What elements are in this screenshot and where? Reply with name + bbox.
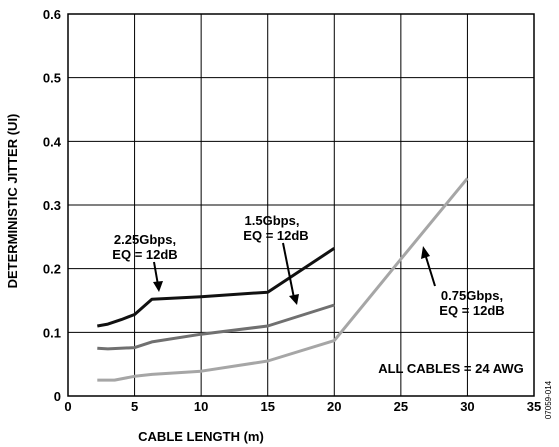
x-axis-title: CABLE LENGTH (m) [138, 429, 264, 444]
series-lines [97, 177, 469, 382]
arrowhead-2-25gbps [153, 281, 163, 292]
annotation-arrows [153, 242, 436, 305]
arrow-1-5gbps [282, 242, 295, 299]
x-tick-label: 35 [527, 399, 541, 414]
x-tick-label: 25 [394, 399, 408, 414]
arrow-0-75gbps [425, 256, 436, 287]
label-line-2: EQ = 12dB [243, 228, 308, 243]
arrow-2-25gbps [153, 261, 159, 286]
series-label-0-75gbps: 0.75Gbps, EQ = 12dB [439, 288, 504, 318]
figure-id: 07059-014 [544, 380, 553, 419]
y-tick-label: 0.4 [43, 134, 62, 149]
y-tick-label: 0.2 [43, 262, 61, 277]
x-tick-label: 20 [327, 399, 341, 414]
y-axis-title: DETERMINISTIC JITTER (UI) [5, 114, 20, 289]
y-tick-label: 0.6 [43, 7, 61, 22]
tick-labels: 0 5 10 15 20 25 30 35 0 0.1 0.2 0.3 0.4 0.5 0.6 [43, 7, 541, 414]
grid-lines [68, 14, 534, 396]
x-tick-label: 15 [260, 399, 274, 414]
series-label-1-5gbps: 1.5Gbps, EQ = 12dB [243, 213, 308, 243]
label-line-2: EQ = 12dB [112, 247, 177, 262]
x-tick-label: 10 [194, 399, 208, 414]
x-tick-label: 5 [131, 399, 138, 414]
y-tick-label: 0.3 [43, 198, 61, 213]
y-tick-label: 0.5 [43, 71, 61, 86]
label-line-1: 0.75Gbps, [441, 288, 503, 303]
series-line-2 [97, 177, 469, 382]
label-line-1: 1.5Gbps, [245, 213, 300, 228]
cable-note: ALL CABLES = 24 AWG [378, 361, 524, 376]
series-label-2-25gbps: 2.25Gbps, EQ = 12dB [112, 232, 177, 262]
series-line-1 [97, 303, 335, 351]
y-tick-label: 0.1 [43, 325, 61, 340]
x-tick-label: 30 [460, 399, 474, 414]
x-tick-label: 0 [64, 399, 71, 414]
arrowhead-0-75gbps [421, 246, 430, 259]
y-tick-label: 0 [54, 389, 61, 404]
label-line-2: EQ = 12dB [439, 303, 504, 318]
arrowhead-1-5gbps [289, 294, 299, 305]
label-line-1: 2.25Gbps, [114, 232, 176, 247]
series-line-0 [97, 247, 336, 328]
